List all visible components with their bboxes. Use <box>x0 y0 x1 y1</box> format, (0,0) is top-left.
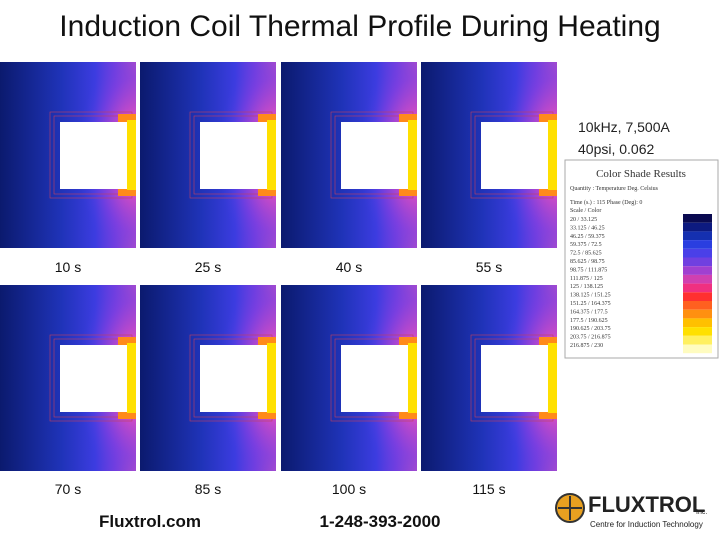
legend-range: 164.375 / 177.5 <box>570 309 608 315</box>
legend-swatch <box>683 274 712 284</box>
legend-range: 20 / 33.125 <box>570 217 597 223</box>
legend-swatch <box>683 257 712 267</box>
legend-swatch <box>683 292 712 301</box>
legend-scale: Scale / Color <box>570 208 601 214</box>
panel-label: 85 s <box>195 481 221 497</box>
panel-label: 40 s <box>336 259 362 275</box>
legend-swatch <box>683 344 712 354</box>
title: Induction Coil Thermal Profile During He… <box>59 10 660 43</box>
legend-swatch <box>683 266 712 275</box>
logo-name: FLUXTROL <box>588 492 705 517</box>
legend-quantity: Quantity : Temperature Deg. Celsius <box>570 186 659 192</box>
legend-range: 151.25 / 164.375 <box>570 301 611 307</box>
thermal-image <box>140 285 276 471</box>
panel-label: 25 s <box>195 259 221 275</box>
thermal-image <box>0 62 136 248</box>
thermal-image <box>421 62 557 248</box>
thermal-image <box>421 285 557 471</box>
legend-swatch <box>683 327 712 336</box>
phone: 1-248-393-2000 <box>320 512 441 531</box>
legend-range: 72.5 / 85.625 <box>570 251 602 257</box>
legend-swatch <box>683 248 712 258</box>
legend-range: 125 / 138.125 <box>570 284 603 290</box>
legend-swatch <box>683 222 712 232</box>
legend-swatch <box>683 335 712 345</box>
legend-swatch <box>683 301 712 310</box>
thermal-image <box>140 62 276 248</box>
legend-range: 98.75 / 111.875 <box>570 267 607 273</box>
legend-range: 177.5 / 190.625 <box>570 318 608 324</box>
thermal-image <box>281 62 417 248</box>
legend-ranges: 20 / 33.125 33.125 / 46.25 46.25 / 59.375 5… <box>570 214 712 354</box>
condition: 40psi, 0.062 <box>578 141 654 157</box>
legend-time: Time (s.) : 115 Phase (Deg): 0 <box>570 199 642 206</box>
legend-title: Color Shade Results <box>596 168 686 180</box>
panel-label: 100 s <box>332 481 366 497</box>
panel-label: 55 s <box>476 259 502 275</box>
legend: Color Shade Results Quantity : Temperatu… <box>564 159 719 359</box>
panel-label: 115 s <box>472 481 505 497</box>
logo: FLUXTROL Inc. Centre for Induction Techn… <box>555 492 707 529</box>
legend-range: 46.25 / 59.375 <box>570 234 605 240</box>
panel-grid: 10 s 25 s 40 s 55 s 70 s 85 s 100 s 115 s <box>0 62 557 497</box>
logo-tagline: Centre for Induction Technology <box>590 520 703 529</box>
legend-range: 111.875 / 125 <box>570 276 603 282</box>
logo-suffix: Inc. <box>696 509 707 516</box>
thermal-image <box>281 285 417 471</box>
legend-swatch <box>683 240 712 249</box>
legend-range: 138.125 / 151.25 <box>570 293 611 299</box>
logo-icon-mark <box>558 496 582 520</box>
legend-range: 216.875 / 230 <box>570 343 603 349</box>
condition: 10kHz, 7,500A <box>578 119 670 135</box>
legend-range: 59.375 / 72.5 <box>570 242 602 248</box>
legend-range: 203.75 / 216.875 <box>570 335 611 341</box>
legend-range: 33.125 / 46.25 <box>570 225 605 231</box>
legend-range: 85.625 / 98.75 <box>570 259 605 265</box>
website: Fluxtrol.com <box>99 512 201 531</box>
legend-swatch <box>683 309 712 319</box>
thermal-image <box>0 285 136 471</box>
legend-swatch <box>683 214 712 223</box>
panel-label: 10 s <box>55 259 81 275</box>
panel-label: 70 s <box>55 481 81 497</box>
legend-swatch <box>683 231 712 241</box>
legend-range: 190.625 / 203.75 <box>570 326 611 332</box>
legend-swatch <box>683 318 712 328</box>
legend-swatch <box>683 283 712 293</box>
